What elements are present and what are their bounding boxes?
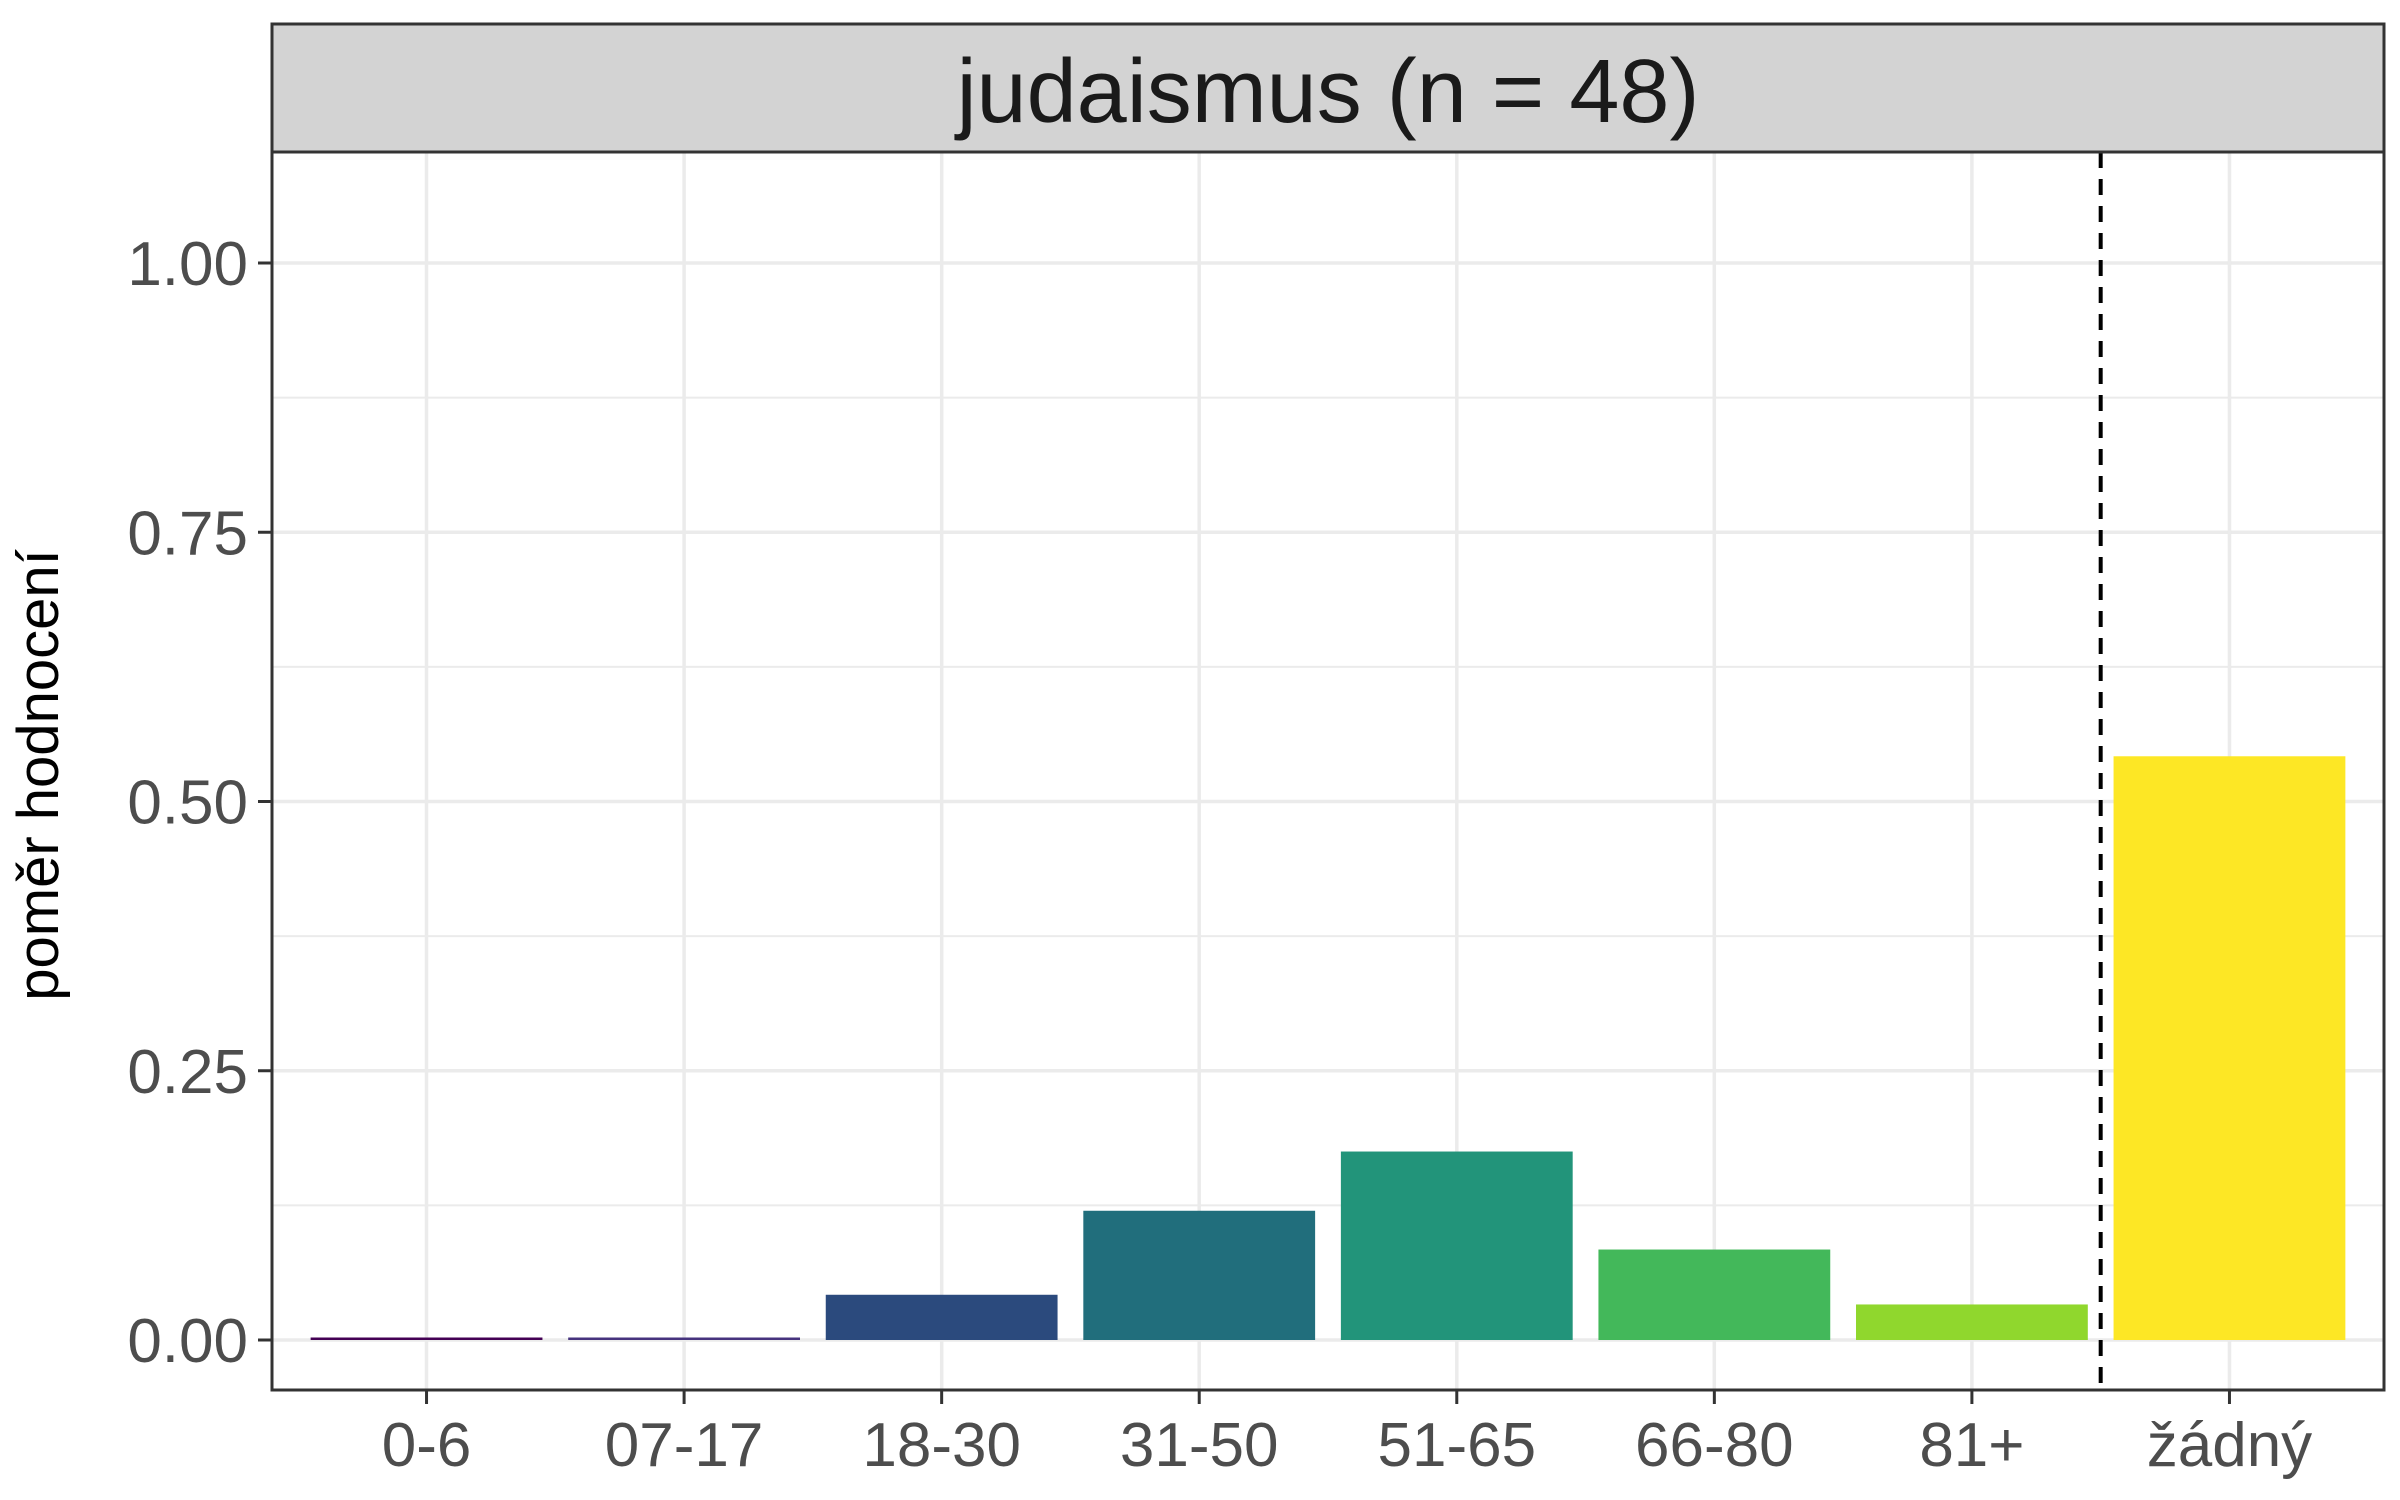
y-tick-label: 0.75 — [127, 499, 248, 568]
x-tick-label: 51-65 — [1377, 1411, 1536, 1480]
x-tick-label: 31-50 — [1120, 1411, 1279, 1480]
grid-lines — [272, 152, 2384, 1390]
bar-51-65 — [1340, 1151, 1573, 1340]
x-tick-label: 07-17 — [605, 1411, 764, 1480]
x-tick-label: 0-6 — [382, 1411, 472, 1480]
bars — [310, 756, 2346, 1340]
bar-31-50 — [1083, 1210, 1316, 1340]
x-axis: 0-6 07-17 18-30 31-50 51-65 66-80 81+ žádný — [382, 1390, 2312, 1480]
bar-66-80 — [1598, 1249, 1831, 1340]
y-tick-label: 0.50 — [127, 769, 248, 838]
bar-žádný — [2113, 756, 2346, 1340]
chart-title: judaismus (n = 48) — [954, 42, 1700, 142]
y-tick-label: 0.00 — [127, 1307, 248, 1376]
x-tick-label: 81+ — [1919, 1411, 2024, 1480]
y-axis: 0.00 0.25 0.50 0.75 1.00 — [127, 230, 272, 1376]
bar-18-30 — [825, 1294, 1058, 1340]
y-tick-label: 0.25 — [127, 1038, 248, 1107]
bar-81+ — [1856, 1304, 2088, 1340]
x-tick-label: 18-30 — [862, 1411, 1021, 1480]
x-tick-label: žádný — [2147, 1411, 2312, 1480]
y-axis-title: poměr hodnocení — [6, 549, 71, 1000]
facet-strip — [270, 22, 2386, 154]
x-tick-label: 66-80 — [1635, 1411, 1794, 1480]
y-tick-label: 1.00 — [127, 230, 248, 299]
bar-0-6 — [310, 1337, 543, 1340]
bar-07-17 — [568, 1337, 800, 1340]
